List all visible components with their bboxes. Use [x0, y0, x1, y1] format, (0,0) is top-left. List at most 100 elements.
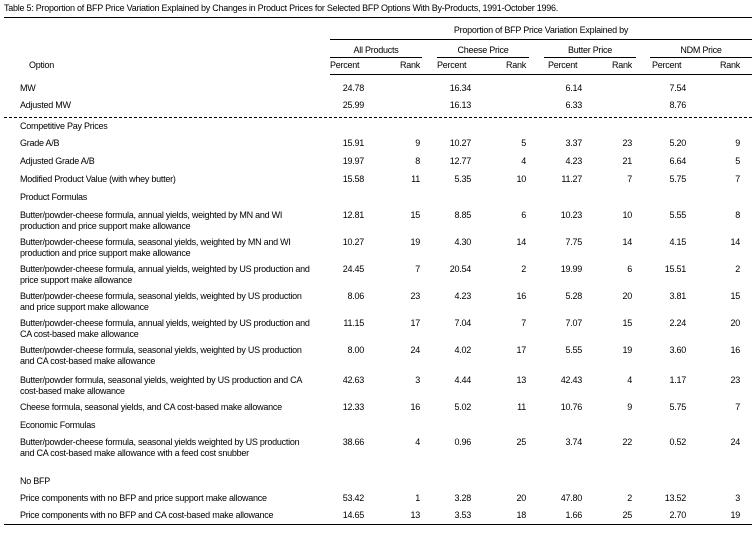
rank-cell: 18: [516, 510, 526, 520]
percent-cell: 0.96: [454, 437, 471, 447]
rank-cell: 16: [516, 291, 526, 301]
table-title: Table 5: Proportion of BFP Price Variati…: [4, 3, 559, 13]
row-label: Butter/powder-cheese formula, seasonal y…: [20, 291, 302, 312]
rank-header: Rank: [399, 60, 420, 70]
percent-cell: 3.60: [669, 345, 686, 355]
row-label: Grade A/B: [20, 138, 60, 148]
percent-cell: 3.74: [565, 437, 582, 447]
percent-cell: 10.27: [449, 138, 472, 148]
rank-cell: 14: [622, 237, 632, 247]
rank-cell: 8: [415, 156, 420, 166]
percent-cell: 3.53: [454, 510, 471, 520]
percent-cell: 5.20: [669, 138, 686, 148]
percent-cell: 7.07: [565, 318, 582, 328]
rank-cell: 7: [735, 174, 740, 184]
rank-cell: 7: [627, 174, 632, 184]
percent-cell: 19.97: [342, 156, 365, 166]
percent-cell: 5.55: [565, 345, 582, 355]
rank-cell: 24: [410, 345, 420, 355]
percent-cell: 8.76: [669, 100, 686, 110]
percent-cell: 5.02: [454, 402, 471, 412]
rank-cell: 3: [415, 375, 420, 385]
rank-cell: 13: [516, 375, 526, 385]
rank-cell: 6: [521, 210, 526, 220]
percent-cell: 2.70: [669, 510, 686, 520]
rank-cell: 1: [415, 493, 420, 503]
percent-cell: 47.80: [560, 493, 583, 503]
spanner-header: Proportion of BFP Price Variation Explai…: [453, 25, 629, 35]
rank-cell: 10: [622, 210, 632, 220]
rank-cell: 7: [415, 264, 420, 274]
rank-cell: 15: [622, 318, 632, 328]
percent-cell: 7.75: [565, 237, 582, 247]
percent-cell: 4.02: [454, 345, 471, 355]
bottom-rule: [4, 524, 752, 525]
percent-cell: 7.54: [669, 83, 686, 93]
rank-cell: 15: [410, 210, 420, 220]
rank-cell: 19: [622, 345, 632, 355]
percent-cell: 6.64: [669, 156, 686, 166]
percent-cell: 14.65: [342, 510, 365, 520]
spanner-rule: [330, 39, 752, 40]
header-rule: [330, 74, 752, 75]
percent-cell: 19.99: [560, 264, 583, 274]
percent-cell: 53.42: [342, 493, 365, 503]
row-label: Price components with no BFP and CA cost…: [20, 510, 274, 520]
group-rule: [544, 57, 636, 58]
top-rule: [4, 17, 752, 18]
percent-cell: 12.77: [449, 156, 472, 166]
percent-cell: 3.81: [669, 291, 686, 301]
rank-cell: 17: [410, 318, 420, 328]
rank-cell: 23: [622, 138, 632, 148]
percent-cell: 5.75: [669, 174, 686, 184]
percent-cell: 42.63: [342, 375, 365, 385]
group-header-cheese-price: Cheese Price: [457, 45, 509, 55]
dashed-separator: [4, 117, 752, 118]
option-header: Option: [29, 60, 55, 70]
percent-header: Percent: [437, 60, 467, 70]
percent-cell: 8.85: [454, 210, 471, 220]
percent-cell: 4.15: [669, 237, 686, 247]
group-rule: [330, 57, 422, 58]
rank-cell: 5: [735, 156, 740, 166]
row-label: Butter/powder-cheese formula, seasonal y…: [20, 437, 300, 458]
row-label: Price components with no BFP and price s…: [20, 493, 267, 503]
percent-cell: 1.17: [669, 375, 686, 385]
rank-cell: 5: [521, 138, 526, 148]
rank-cell: 7: [521, 318, 526, 328]
rank-cell: 9: [415, 138, 420, 148]
rank-header: Rank: [505, 60, 526, 70]
rank-cell: 23: [730, 375, 740, 385]
percent-cell: 16.13: [449, 100, 472, 110]
rank-cell: 9: [627, 402, 632, 412]
percent-header: Percent: [330, 60, 360, 70]
percent-cell: 24.45: [342, 264, 365, 274]
group-header-ndm-price: NDM Price: [680, 45, 722, 55]
percent-cell: 10.76: [560, 402, 583, 412]
percent-cell: 11.15: [343, 318, 364, 328]
rank-cell: 4: [521, 156, 526, 166]
percent-cell: 15.91: [342, 138, 365, 148]
percent-cell: 5.55: [669, 210, 686, 220]
rank-cell: 20: [622, 291, 632, 301]
percent-cell: 7.04: [454, 318, 471, 328]
percent-header: Percent: [548, 60, 578, 70]
percent-cell: 5.35: [454, 174, 471, 184]
rank-cell: 3: [735, 493, 740, 503]
section-heading: Competitive Pay Prices: [20, 121, 108, 131]
percent-cell: 8.00: [347, 345, 364, 355]
percent-header: Percent: [652, 60, 682, 70]
rank-cell: 25: [516, 437, 526, 447]
rank-cell: 4: [415, 437, 420, 447]
percent-cell: 13.52: [664, 493, 687, 503]
rank-cell: 6: [627, 264, 632, 274]
percent-cell: 15.58: [342, 174, 365, 184]
percent-cell: 42.43: [560, 375, 583, 385]
rank-cell: 24: [730, 437, 740, 447]
percent-cell: 11.27: [561, 174, 582, 184]
percent-cell: 2.24: [669, 318, 686, 328]
percent-cell: 10.23: [560, 210, 583, 220]
row-label: Adjusted Grade A/B: [20, 156, 95, 166]
row-label: Adjusted MW: [20, 100, 71, 110]
row-label: Cheese formula, seasonal yields, and CA …: [20, 402, 282, 412]
